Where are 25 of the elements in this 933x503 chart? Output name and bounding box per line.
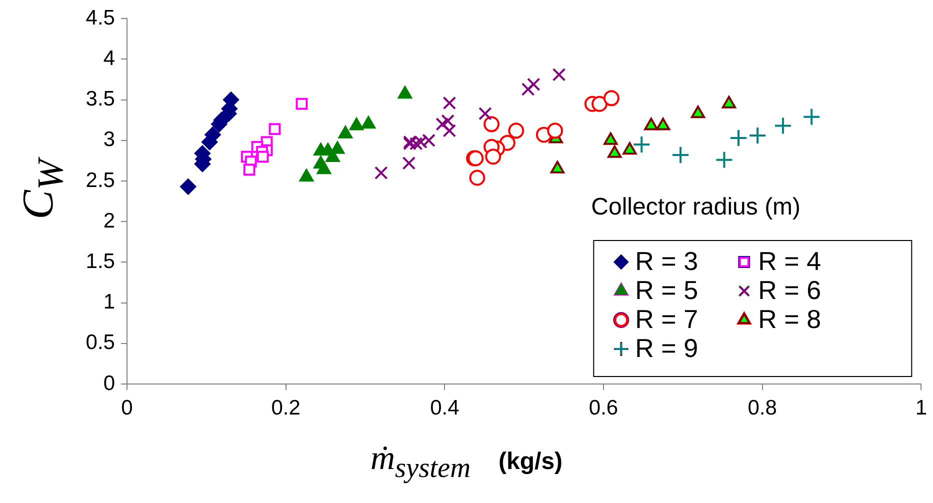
x-tick-label: 0.8 (748, 396, 777, 420)
y-tick-label: 0 (103, 372, 115, 395)
y-tick-label: 2.5 (86, 168, 115, 192)
x-tick-label: 1 (915, 396, 928, 420)
x-tick-label: 0.2 (271, 396, 300, 420)
x-tick-label: 0.6 (588, 396, 618, 420)
legend-label: R = 6 (758, 275, 822, 306)
x-axis-title: ṁ$_{system}$ (kg/s) (370, 440, 563, 484)
x-tick-label: 0 (121, 396, 133, 420)
legend-label: R = 7 (635, 304, 698, 334)
y-tick-label: 2 (103, 209, 115, 232)
legend-title: Collector radius (m) (591, 194, 801, 221)
y-tick-label: 3.5 (86, 88, 115, 111)
y-tick-label: 1.5 (86, 250, 115, 273)
legend-label: R = 8 (758, 304, 822, 334)
y-tick-label: 3 (103, 128, 115, 152)
y-tick-label: 1 (103, 290, 115, 314)
legend-label: R = 5 (635, 275, 698, 306)
legend-label: R = 9 (635, 333, 698, 364)
legend-label: R = 3 (635, 246, 698, 276)
y-tick-label: 0.5 (86, 331, 115, 354)
y-tick-label: 4 (103, 46, 116, 70)
x-tick-label: 0.4 (430, 396, 460, 420)
y-tick-label: 4.5 (86, 6, 115, 30)
legend-label: R = 4 (758, 246, 822, 276)
